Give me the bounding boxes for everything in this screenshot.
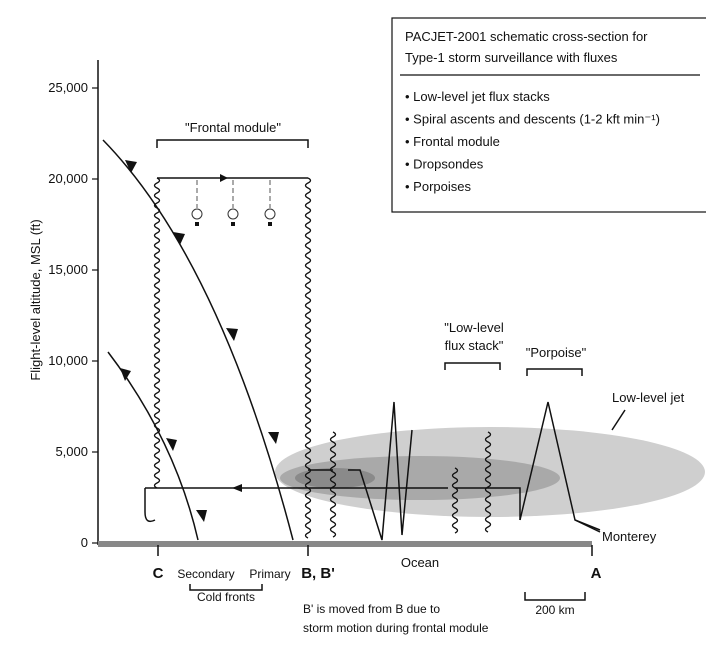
- annotation: "Low-level: [444, 320, 504, 335]
- y-tick-label: 0: [81, 535, 88, 550]
- bracket: [526, 368, 583, 376]
- bracket: [189, 584, 263, 591]
- return-leg: [144, 487, 521, 523]
- point-label: Cold fronts: [197, 590, 255, 604]
- footnote: B' is moved from B due to: [303, 602, 440, 616]
- front-triangles: [120, 160, 279, 522]
- y-tick-label: 10,000: [48, 353, 88, 368]
- spiral: [329, 431, 337, 538]
- y-ticks: 0 5,000 10,000 15,000 20,000 25,000: [48, 80, 98, 550]
- sonde: [191, 208, 203, 220]
- y-tick-label: 15,000: [48, 262, 88, 277]
- porpoise-path: [519, 401, 601, 531]
- sonde-box: [231, 222, 235, 226]
- point-label: Secondary: [177, 567, 234, 581]
- spirals: [153, 177, 492, 539]
- scale-bar: [524, 592, 586, 601]
- annotation: Low-level jet: [612, 390, 685, 405]
- point-label: Primary: [249, 567, 290, 581]
- spiral: [451, 467, 459, 534]
- legend-items: • Low-level jet flux stacks • Spiral asce…: [405, 89, 660, 194]
- point-label: B, B': [301, 565, 335, 582]
- annotation: Ocean: [401, 555, 439, 570]
- y-tick-label: 20,000: [48, 171, 88, 186]
- spiral: [304, 177, 312, 539]
- legend-title: Type-1 storm surveillance with fluxes: [405, 50, 618, 65]
- bracket: [156, 139, 309, 148]
- ocean-surface: [98, 541, 592, 547]
- bracket: [444, 362, 501, 370]
- dropsondes: [191, 180, 276, 226]
- jet-middle: [280, 456, 560, 500]
- legend-item: • Frontal module: [405, 134, 500, 149]
- arrow: [220, 174, 228, 182]
- primary-front: [102, 139, 294, 541]
- annotation: "Frontal module": [185, 120, 281, 135]
- legend-title: PACJET-2001 schematic cross-section for: [405, 29, 648, 44]
- annotation: Monterey: [602, 529, 657, 544]
- sonde-box: [268, 222, 272, 226]
- leader: [611, 409, 626, 431]
- y-axis-label: Flight-level altitude, MSL (ft): [28, 219, 43, 380]
- legend-box: [391, 17, 706, 213]
- jet-core: [295, 468, 375, 488]
- sonde-box: [195, 222, 199, 226]
- sonde: [227, 208, 239, 220]
- spiral: [484, 431, 492, 533]
- y-tick-label: 25,000: [48, 80, 88, 95]
- legend-item: • Spiral ascents and descents (1-2 kft m…: [405, 112, 660, 127]
- spiral: [153, 177, 161, 489]
- arrow: [232, 484, 242, 492]
- annotation: "Porpoise": [526, 345, 587, 360]
- scale-label: 200 km: [535, 603, 574, 617]
- annotation: flux stack": [445, 338, 504, 353]
- legend-item: • Dropsondes: [405, 157, 484, 172]
- point-label: A: [591, 565, 602, 582]
- leader: [574, 519, 601, 533]
- legend-item: • Porpoises: [405, 179, 471, 194]
- footnote: storm motion during frontal module: [303, 621, 489, 635]
- y-tick-label: 5,000: [55, 444, 88, 459]
- sawtooth: [308, 401, 413, 541]
- legend-item: • Low-level jet flux stacks: [405, 89, 550, 104]
- point-label: C: [153, 565, 164, 582]
- sonde: [264, 208, 276, 220]
